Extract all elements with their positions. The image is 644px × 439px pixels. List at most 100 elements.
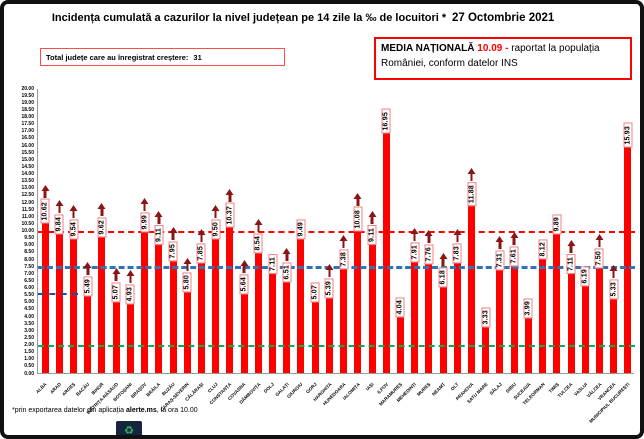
- bar-value-label: 7.61: [509, 246, 519, 267]
- increase-arrow-icon: [126, 270, 135, 284]
- y-tick-label: 12.00: [21, 199, 34, 206]
- bar: [212, 237, 220, 373]
- bar: [269, 271, 277, 373]
- arrow-stem: [612, 270, 615, 278]
- arrow-head: [353, 192, 362, 199]
- y-tick-label: 19.50: [21, 92, 34, 99]
- bar-value-label: 9.49: [296, 219, 306, 240]
- increase-arrow-icon: [410, 227, 419, 241]
- bar-annotation: 9.49: [296, 219, 306, 240]
- page-title: Incidența cumulată a cazurilor la nivel …: [51, 12, 447, 24]
- bar-annotation: 7.76: [424, 229, 434, 265]
- bar-value-label: 6.19: [580, 266, 590, 287]
- arrow-head: [510, 232, 519, 239]
- increase-arrow-icon: [453, 229, 462, 242]
- bar-value-label: 8.12: [538, 238, 548, 260]
- bar-value-label: 7.11: [566, 253, 576, 274]
- bar-annotation: 10.37: [225, 188, 235, 228]
- y-tick-label: 18.50: [21, 106, 34, 113]
- y-tick-label: 6.50: [24, 277, 34, 284]
- bar: [41, 221, 49, 373]
- arrow-head: [197, 228, 206, 235]
- bar-annotation: 6.51: [282, 247, 292, 283]
- x-axis-label: GORJ: [305, 381, 318, 395]
- x-axis-label: BRĂILA: [145, 381, 162, 398]
- bar-value-label: 6.51: [282, 261, 292, 283]
- y-tick-label: 14.50: [21, 163, 34, 170]
- arrow-stem: [214, 211, 217, 219]
- arrow-stem: [157, 217, 161, 225]
- arrow-head: [567, 239, 576, 246]
- arrow-head: [254, 218, 263, 225]
- increase-arrow-icon: [169, 227, 178, 241]
- bar-value-label: 11.88: [467, 181, 477, 206]
- bar-value-label: 10.08: [353, 206, 363, 232]
- bar: [141, 230, 149, 373]
- arrow-stem: [58, 206, 61, 214]
- bar-value-label: 5.39: [324, 277, 334, 299]
- bar: [482, 325, 490, 373]
- y-tick-label: 3.00: [24, 327, 34, 334]
- y-tick-label: 17.50: [21, 121, 34, 128]
- arrow-head: [140, 198, 149, 205]
- increase-arrow-icon: [595, 233, 604, 247]
- increase-arrow-icon: [197, 228, 206, 242]
- recycle-logo-glyph: ♻: [124, 424, 134, 437]
- bar: [297, 237, 305, 373]
- increase-arrow-icon: [83, 262, 92, 276]
- footer-note-prefix: *prin exportarea datelor din aplicația: [12, 407, 127, 414]
- bar: [283, 280, 291, 373]
- y-tick-label: 20.00: [21, 85, 34, 92]
- bar-annotation: 7.50: [594, 233, 604, 269]
- bar: [126, 302, 134, 373]
- arrow-head: [368, 211, 377, 218]
- increase-arrow-icon: [254, 218, 263, 232]
- footer-note: *prin exportarea datelor din aplicația a…: [12, 407, 198, 414]
- total-increase-box: Total județe care au înregistrat creșter…: [40, 48, 285, 66]
- national-average-value: 10.09 -: [477, 43, 509, 54]
- bar-annotation: 7.85: [196, 228, 206, 264]
- y-tick-label: 11.00: [21, 213, 34, 220]
- increase-arrow-icon: [368, 211, 377, 225]
- arrow-stem: [86, 268, 89, 276]
- bar-value-label: 16.95: [381, 108, 391, 134]
- bar-value-label: 5.07: [111, 282, 121, 303]
- arrow-head: [69, 204, 78, 211]
- arrow-stem: [72, 210, 75, 218]
- bar-annotation: 6.18: [438, 252, 448, 287]
- bar-value-label: 9.50: [211, 219, 221, 240]
- increase-arrow-icon: [282, 247, 291, 261]
- arrow-head: [41, 185, 50, 192]
- y-tick-label: 12.50: [21, 192, 34, 199]
- bar-annotation: 16.95: [381, 108, 391, 134]
- x-axis-label: SIBIU: [504, 381, 517, 394]
- y-tick-label: 14.00: [21, 171, 34, 177]
- y-tick-label: 16.50: [21, 135, 34, 142]
- bar: [254, 251, 262, 373]
- y-tick-label: 4.50: [24, 306, 34, 313]
- x-axis-label: BACĂU: [75, 381, 91, 398]
- bar: [396, 315, 404, 373]
- bar-value-label: 5.49: [83, 276, 93, 297]
- increase-arrow-icon: [183, 257, 192, 271]
- bar-value-label: 9.11: [154, 225, 164, 246]
- footer-note-suffix: , la ora 10.00: [156, 407, 198, 414]
- increase-arrow-icon: [112, 268, 121, 282]
- bar-value-label: 7.31: [495, 250, 505, 271]
- bar: [55, 232, 63, 373]
- arrow-stem: [356, 198, 360, 206]
- bar: [624, 146, 632, 373]
- bar-annotation: 5.39: [324, 263, 334, 299]
- arrow-stem: [413, 233, 416, 241]
- increase-arrow-icon: [225, 188, 234, 202]
- recycle-logo-icon: ♻: [116, 421, 142, 437]
- bar: [453, 261, 461, 373]
- total-increase-value: 31: [193, 52, 202, 62]
- arrow-stem: [171, 233, 175, 241]
- arrow-stem: [328, 269, 331, 277]
- arrow-head: [126, 270, 135, 277]
- arrow-stem: [100, 209, 104, 217]
- bar: [510, 264, 518, 373]
- bar-annotation: 9.89: [552, 213, 562, 235]
